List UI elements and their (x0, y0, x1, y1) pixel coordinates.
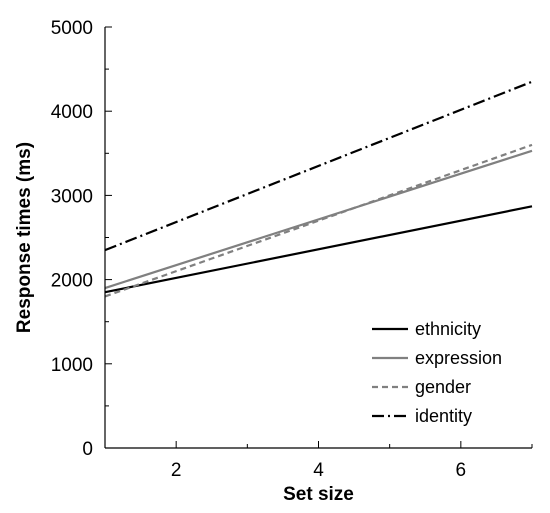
series-line-gender (104, 143, 533, 298)
legend-label: expression (415, 348, 502, 368)
legend-label: identity (415, 406, 472, 426)
x-tick-label: 4 (313, 460, 324, 481)
legend-label: gender (415, 377, 471, 397)
legend-label: ethnicity (415, 319, 481, 339)
series-line-identity (104, 80, 533, 252)
y-tick-label: 2000 (51, 271, 93, 292)
y-tick-label: 4000 (51, 102, 93, 123)
legend: ethnicity expression gender identity (372, 319, 502, 426)
y-axis-title: Response times (ms) (14, 142, 35, 333)
x-tick-label: 2 (171, 460, 182, 481)
series-line-ethnicity (104, 205, 533, 294)
legend-item-gender: gender (372, 377, 471, 397)
y-tick-label: 0 (82, 439, 93, 460)
y-axis: 0 1000 2000 3000 4000 5000 (51, 18, 112, 460)
legend-item-identity: identity (372, 406, 472, 426)
plot-area (104, 80, 533, 298)
x-axis-title: Set size (283, 484, 354, 505)
y-tick-label: 1000 (51, 355, 93, 376)
y-tick-label: 5000 (51, 18, 93, 39)
legend-item-expression: expression (372, 348, 502, 368)
series-line-expression (104, 149, 533, 290)
x-axis: 2 4 6 (104, 441, 533, 481)
legend-item-ethnicity: ethnicity (372, 319, 481, 339)
x-tick-label: 6 (456, 460, 467, 481)
y-tick-label: 3000 (51, 186, 93, 207)
